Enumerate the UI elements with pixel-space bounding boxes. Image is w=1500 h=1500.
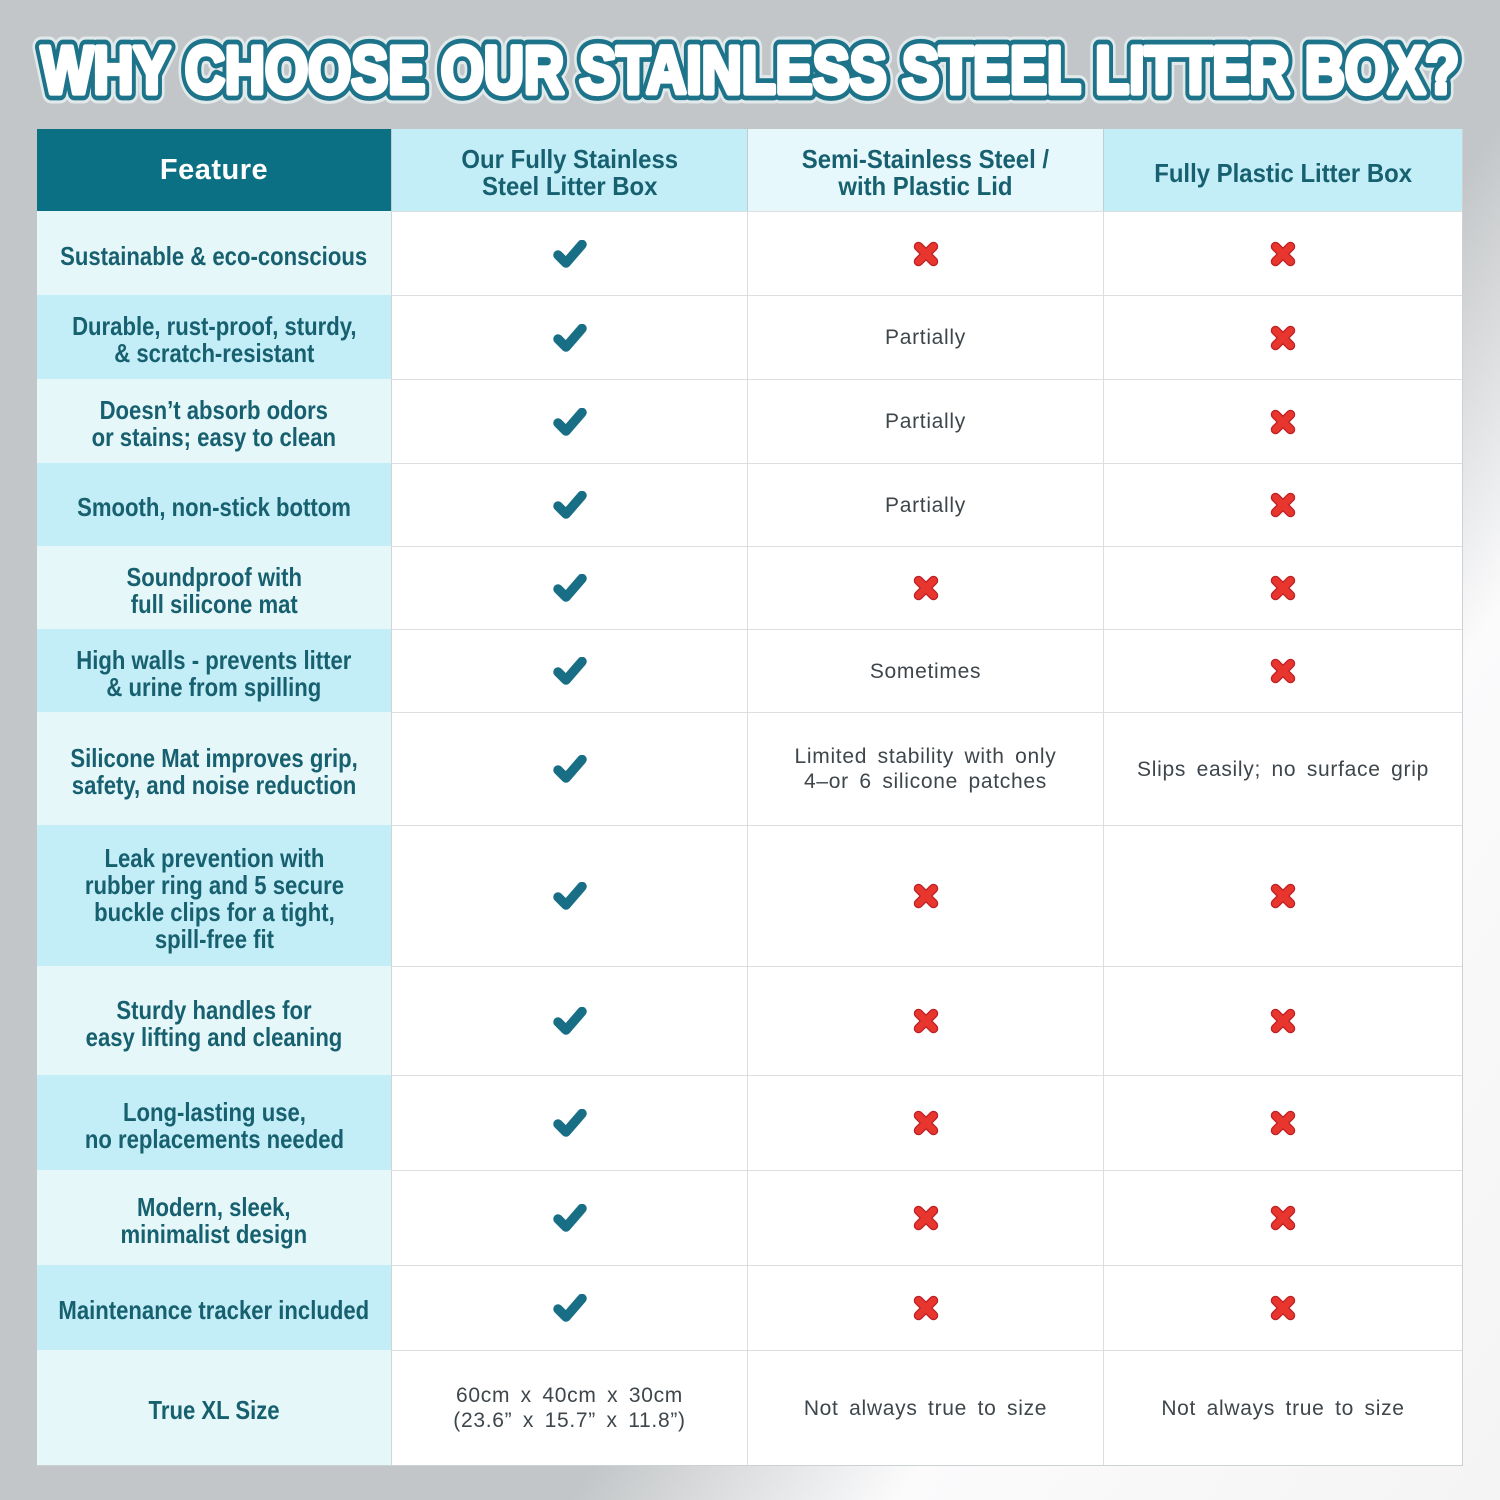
svg-text:WHY CHOOSE OUR STAINLESS STEEL: WHY CHOOSE OUR STAINLESS STEEL LITTER BO… bbox=[41, 33, 1459, 108]
svg-text:WHY CHOOSE OUR STAINLESS STEEL: WHY CHOOSE OUR STAINLESS STEEL LITTER BO… bbox=[41, 33, 1459, 108]
svg-text:WHY CHOOSE OUR STAINLESS STEEL: WHY CHOOSE OUR STAINLESS STEEL LITTER BO… bbox=[41, 33, 1459, 108]
